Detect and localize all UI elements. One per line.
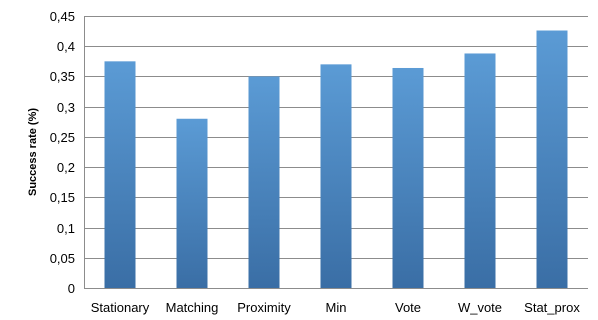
x-tick-label: Vote (395, 300, 421, 315)
x-tick-label: Min (326, 300, 347, 315)
y-tick-label: 0,35 (50, 69, 75, 84)
x-tick-labels: Stationary Matching Proximity Min Vote W_vote… (91, 300, 581, 315)
bar-stationary (104, 61, 136, 289)
x-tick-label: W_vote (458, 300, 502, 315)
y-tick-label: 0,05 (50, 251, 75, 266)
y-tick-label: 0,3 (57, 100, 75, 115)
bar-w_vote (464, 53, 496, 288)
y-tick-label: 0,25 (50, 130, 75, 145)
x-tick-label: Stat_prox (524, 300, 580, 315)
y-tick-label: 0,45 (50, 9, 75, 24)
bar-min (320, 64, 352, 288)
bar-proximity (248, 76, 280, 288)
y-tick-label: 0,15 (50, 190, 75, 205)
bars (104, 30, 568, 289)
bar-matching (176, 118, 208, 288)
y-tick-label: 0 (68, 281, 75, 296)
x-tick-label: Stationary (91, 300, 150, 315)
x-tick-label: Matching (166, 300, 219, 315)
y-tick-label: 0,1 (57, 221, 75, 236)
bar-stat_prox (536, 30, 568, 289)
y-tick-labels: 0 0,05 0,1 0,15 0,2 0,25 0,3 0,35 0,4 0,45 (50, 9, 75, 296)
y-axis-title: Success rate (%) (27, 108, 39, 196)
x-tick-label: Proximity (237, 300, 291, 315)
bar-vote (392, 67, 424, 288)
y-tick-label: 0,2 (57, 160, 75, 175)
y-tick-label: 0,4 (57, 39, 75, 54)
